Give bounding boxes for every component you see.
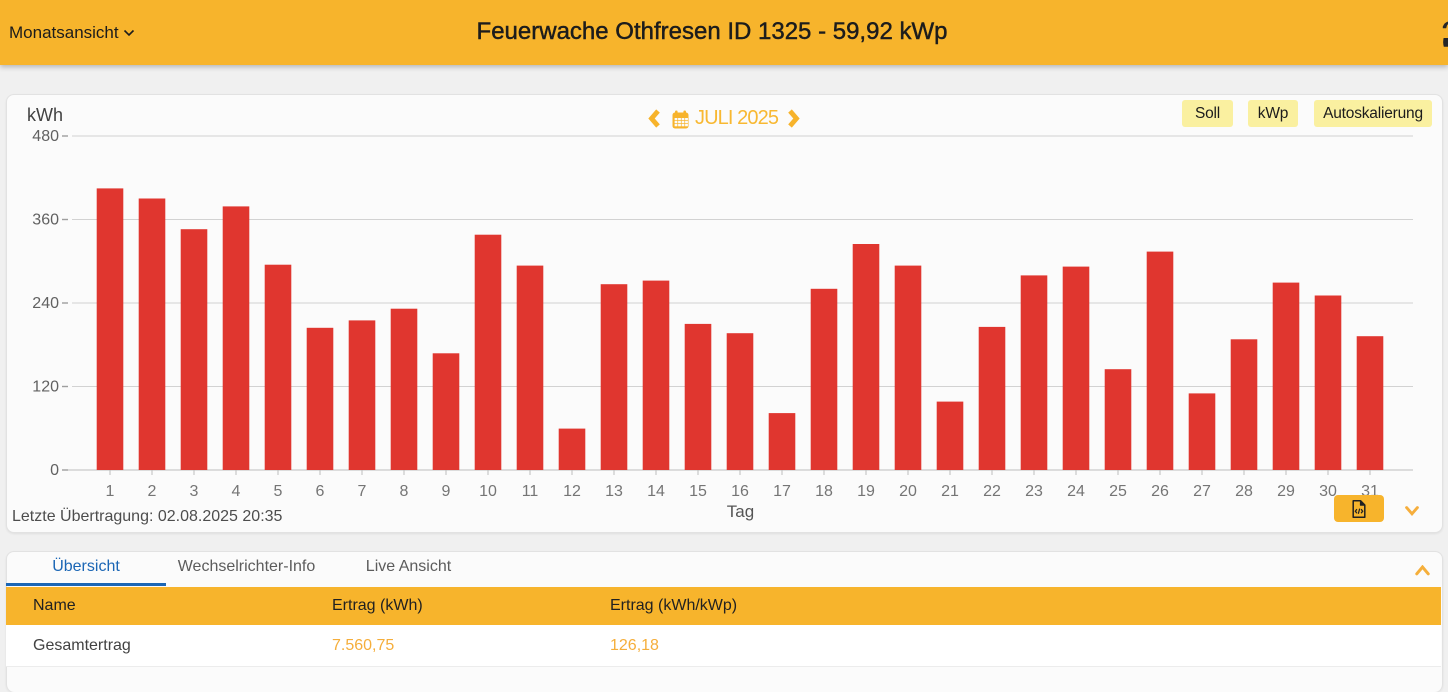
svg-text:0: 0: [50, 462, 59, 479]
svg-text:20: 20: [899, 483, 917, 500]
svg-text:24: 24: [1067, 483, 1085, 500]
svg-text:7: 7: [358, 483, 367, 500]
svg-text:120: 120: [32, 379, 59, 396]
svg-text:15: 15: [689, 483, 707, 500]
svg-text:27: 27: [1193, 483, 1211, 500]
svg-text:2: 2: [148, 483, 157, 500]
svg-text:30: 30: [1319, 483, 1337, 500]
svg-text:14: 14: [647, 483, 665, 500]
svg-text:11: 11: [522, 483, 539, 500]
svg-text:16: 16: [731, 483, 749, 500]
svg-text:21: 21: [941, 483, 959, 500]
svg-text:6: 6: [316, 483, 325, 500]
svg-text:5: 5: [274, 483, 283, 500]
svg-text:18: 18: [815, 483, 833, 500]
svg-text:28: 28: [1235, 483, 1253, 500]
svg-text:3: 3: [190, 483, 199, 500]
svg-text:19: 19: [857, 483, 875, 500]
svg-text:22: 22: [983, 483, 1001, 500]
svg-text:360: 360: [32, 212, 59, 229]
svg-text:480: 480: [32, 128, 59, 145]
svg-text:240: 240: [32, 295, 59, 312]
svg-text:25: 25: [1109, 483, 1127, 500]
svg-text:10: 10: [479, 483, 497, 500]
svg-text:1: 1: [106, 483, 115, 500]
svg-text:23: 23: [1025, 483, 1043, 500]
svg-text:4: 4: [232, 483, 241, 500]
svg-text:13: 13: [605, 483, 623, 500]
svg-text:12: 12: [563, 483, 581, 500]
svg-text:8: 8: [400, 483, 409, 500]
svg-text:26: 26: [1151, 483, 1169, 500]
svg-text:17: 17: [773, 483, 791, 500]
svg-text:9: 9: [442, 483, 451, 500]
svg-text:29: 29: [1277, 483, 1295, 500]
